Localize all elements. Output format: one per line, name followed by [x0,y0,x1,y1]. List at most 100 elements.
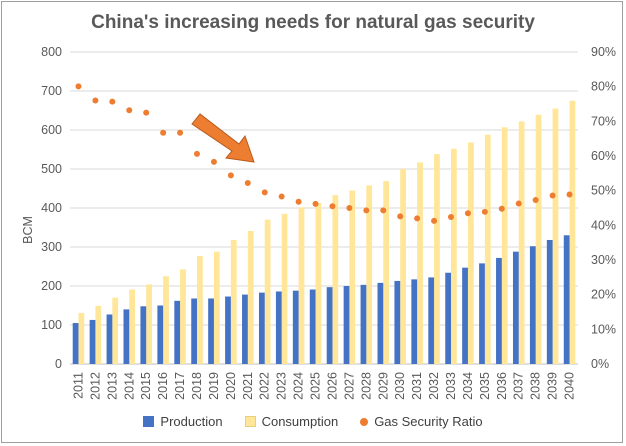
production-bar [208,298,214,364]
consumption-bar [467,142,474,364]
production-bar [563,235,570,364]
y-tick-label: 800 [41,45,62,59]
x-tick-label: 2022 [258,372,272,400]
consumption-bars [78,100,576,365]
consumption-bar [518,121,525,364]
y-tick-label: 300 [41,240,62,254]
consumption-bar [366,185,373,364]
x-tick-label: 2036 [495,372,509,400]
ratio-point [414,215,421,222]
ratio-point [261,189,268,196]
x-tick-label: 2037 [512,372,526,400]
x-tick-label: 2021 [241,372,255,400]
production-bar [106,314,113,364]
production-bar [140,306,147,364]
consumption-bar [417,162,423,364]
production-bar [89,319,96,364]
ratio-point [481,208,488,215]
y-tick-label: 100 [41,318,62,332]
y-tick-label: 400 [41,201,62,215]
production-bar [529,246,536,364]
trend-arrow-shape [191,113,255,163]
consumption-bar [552,108,559,364]
x-tick-label: 2014 [122,372,136,400]
legend-item-ratio: Gas Security Ratio [360,414,483,429]
x-tick-label: 2016 [156,372,170,400]
legend-swatch-consumption [244,416,256,427]
x-tick-label: 2029 [376,372,390,400]
x-tick-label: 2019 [207,372,221,400]
consumption-bar [535,114,542,364]
ratio-point [75,83,82,90]
production-bar [258,292,265,364]
consumption-bar [484,134,491,364]
ratio-point [278,193,285,200]
ratio-point [312,200,319,207]
ratio-point [143,109,150,116]
ratio-point [431,217,438,224]
ratio-point [380,207,387,214]
production-bar [275,291,282,364]
consumption-bar [451,148,457,364]
y2-tick-label: 60% [591,149,616,163]
x-tick-label: 2018 [190,372,204,400]
legend-label-ratio: Gas Security Ratio [374,414,483,429]
consumption-bar [247,231,254,364]
y2-tick-label: 50% [591,184,616,198]
ratio-point [92,97,99,104]
x-tick-label: 2033 [444,372,458,400]
y2-tick-label: 90% [591,45,616,59]
consumption-bar [78,312,85,364]
legend-item-production: Production [143,414,223,429]
x-tick-label: 2034 [461,372,475,400]
production-bar [123,309,130,364]
x-tick-label: 2025 [309,372,323,400]
x-tick-label: 2038 [529,372,543,400]
production-bar [428,277,435,364]
ratio-point [210,158,217,165]
x-tick-label: 2023 [275,372,289,400]
ratio-point [397,213,404,220]
consumption-bar [95,305,102,364]
y-tick-label: 500 [41,162,62,176]
consumption-bar [349,190,356,364]
x-tick-label: 2012 [88,372,102,400]
gas-security-ratio-points [75,83,573,224]
x-tick-label: 2031 [410,372,424,400]
consumption-bar [569,100,576,364]
consumption-bar [434,154,440,364]
ratio-point [464,210,471,217]
consumption-bar [501,127,508,365]
legend-item-consumption: Consumption [244,414,338,429]
production-bar [445,272,451,364]
production-bar [546,239,553,364]
ratio-point [498,205,505,212]
x-tick-label: 2015 [139,372,153,400]
production-bars [72,235,570,364]
production-bar [242,294,248,364]
y2-tick-label: 80% [591,80,616,94]
consumption-bar [163,276,169,364]
production-bar [174,300,181,364]
ratio-point [532,197,539,204]
chart-title: China's increasing needs for natural gas… [91,12,535,33]
ratio-point [227,172,234,179]
legend-swatch-ratio [360,417,369,426]
consumption-bar [264,219,271,364]
x-tick-label: 2040 [563,372,577,400]
consumption-bar [146,284,152,364]
ratio-point [244,180,251,187]
production-bar [394,280,401,364]
consumption-bar [332,195,339,364]
x-tick-label: 2024 [292,372,306,400]
y2-tick-label: 10% [591,322,616,336]
consumption-bar [112,297,119,364]
x-tick-label: 2035 [478,372,492,400]
x-tick-label: 2030 [393,372,407,400]
x-tick-label: 2013 [105,372,119,400]
x-tick-label: 2032 [427,372,441,400]
y-tick-label: 700 [41,84,62,98]
x-tick-label: 2028 [359,372,373,400]
production-bar [225,296,231,364]
